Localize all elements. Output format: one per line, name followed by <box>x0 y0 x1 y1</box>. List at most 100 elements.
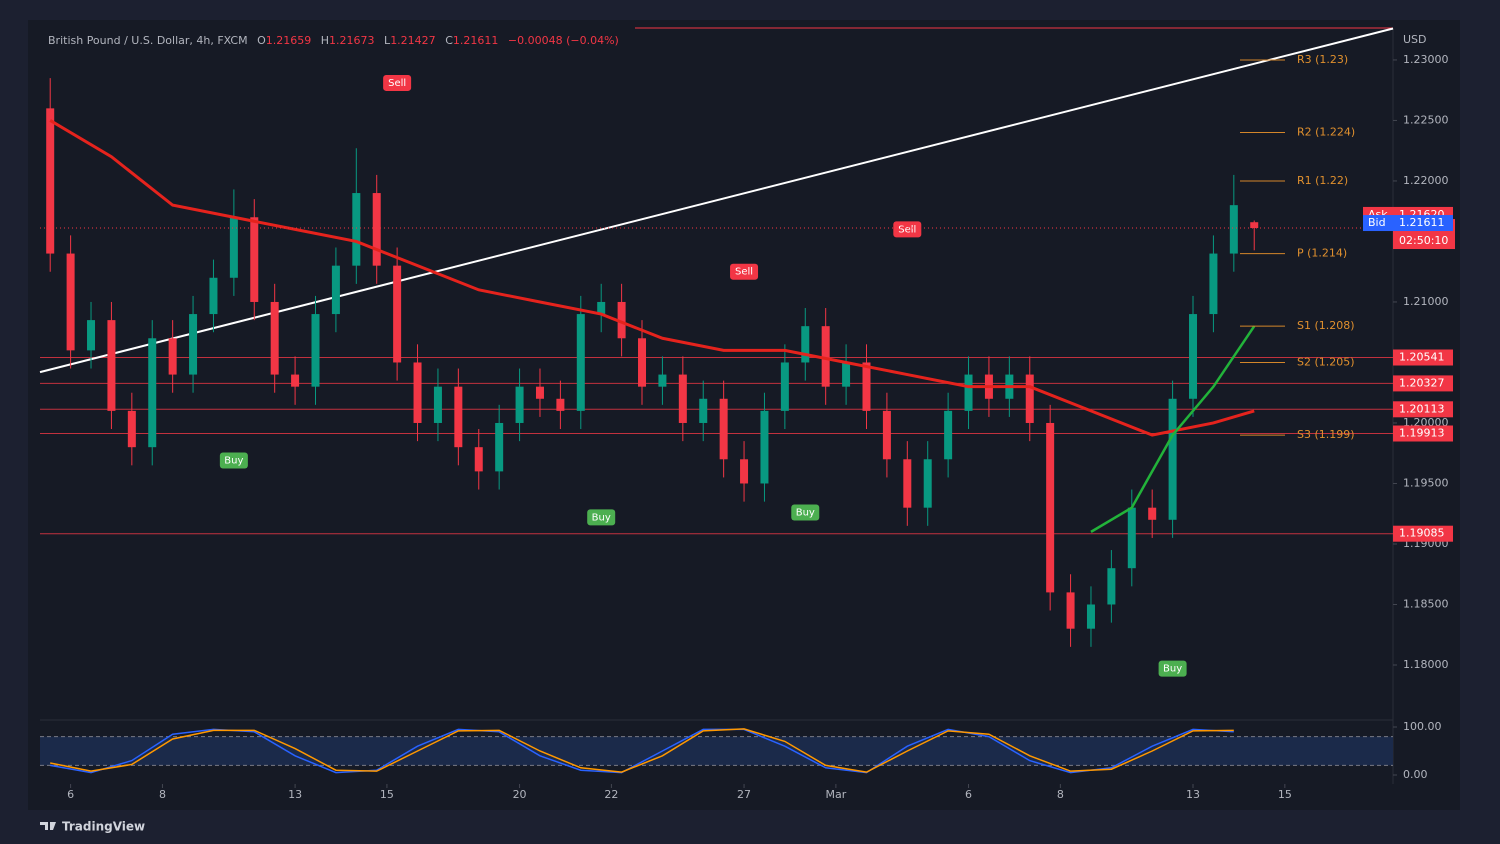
chart-panel <box>28 20 1460 810</box>
ohlc-value: 1.21673 <box>329 34 375 47</box>
candle-body <box>862 362 871 411</box>
level-badge <box>1393 425 1453 442</box>
y-tick-label: 1.21000 <box>1403 295 1449 308</box>
pivot-label: S1 (1.208) <box>1297 319 1355 332</box>
candle-body <box>189 314 198 375</box>
candle-body <box>699 398 708 423</box>
level-label: 1.19085 <box>1399 527 1445 540</box>
x-tick-label: 20 <box>513 788 527 801</box>
x-tick-label: 22 <box>604 788 618 801</box>
ohlc-value: 1.21659 <box>266 34 312 47</box>
osc-band <box>40 736 1393 766</box>
candle-body <box>515 386 524 423</box>
candle-body <box>372 193 381 266</box>
candle-body <box>87 320 96 351</box>
signal-badge <box>1158 660 1187 677</box>
candle-body <box>1086 604 1095 629</box>
ohlc-key: H <box>321 34 329 47</box>
x-tick-label: 6 <box>965 788 972 801</box>
pivot-label: P (1.214) <box>1297 247 1347 260</box>
candle-body <box>903 459 912 508</box>
signal-badge <box>730 263 759 280</box>
ohlc-value: 1.21427 <box>390 34 436 47</box>
osc-line <box>50 728 1234 773</box>
candle-body <box>66 253 75 351</box>
plot: 1.180001.185001.190001.195001.200001.205… <box>39 27 1455 801</box>
trend-line <box>39 27 1394 374</box>
moving-average <box>49 119 1255 437</box>
x-tick-label: 8 <box>1057 788 1064 801</box>
candle-body <box>923 459 932 508</box>
candle-body <box>617 301 626 339</box>
x-tick-label: 13 <box>288 788 302 801</box>
candle-body <box>393 265 402 363</box>
symbol-title: British Pound / U.S. Dollar, 4h, FXCM <box>48 34 248 47</box>
x-tick-label: 27 <box>737 788 751 801</box>
ohlc-key: C <box>445 34 453 47</box>
signal-label: Buy <box>796 508 815 519</box>
candle-body <box>495 422 504 472</box>
signal-label: Sell <box>898 224 916 235</box>
candle-body <box>352 193 361 266</box>
candle-body <box>291 374 300 387</box>
candle-body <box>1046 422 1055 593</box>
signal-label: Sell <box>735 267 753 278</box>
x-tick-label: Mar <box>825 788 846 801</box>
candle-body <box>1025 374 1034 423</box>
y-tick-label: 1.22500 <box>1403 113 1449 126</box>
y-tick-label: 1.23000 <box>1403 53 1449 66</box>
candle-body <box>148 338 157 448</box>
brand: TradingView <box>62 820 145 834</box>
y-tick-label: 1.18500 <box>1403 597 1449 610</box>
brand-logo <box>40 822 56 830</box>
candle-body <box>576 314 585 411</box>
fast-average <box>1090 325 1256 533</box>
candle-body <box>882 410 891 460</box>
signal-label: Buy <box>224 455 243 466</box>
signal-badge <box>791 504 820 521</box>
signal-badge <box>587 509 616 526</box>
pivot-label: R2 (1.224) <box>1297 126 1355 139</box>
candle-body <box>1229 205 1238 254</box>
ohlc-key: O <box>257 34 266 47</box>
level-label: 1.20541 <box>1399 351 1445 364</box>
bid-label: 1.21611 <box>1399 216 1445 229</box>
level-badge <box>1393 525 1453 542</box>
bid-key: Bid <box>1368 216 1386 229</box>
y-tick-label: 1.19500 <box>1403 476 1449 489</box>
candle-body <box>46 108 55 254</box>
candle-body <box>821 326 830 387</box>
signal-badge <box>893 221 922 238</box>
x-tick-label: 15 <box>1278 788 1292 801</box>
bid-badge <box>1393 215 1453 232</box>
candle-body <box>964 374 973 411</box>
level-label: 1.20327 <box>1399 376 1445 389</box>
level-badge <box>1393 349 1453 366</box>
level-badge <box>1393 375 1453 392</box>
candle-body <box>1066 592 1075 629</box>
x-tick-label: 13 <box>1186 788 1200 801</box>
candle-body <box>658 374 667 387</box>
candle-body <box>1209 253 1218 315</box>
candle-body <box>780 362 789 411</box>
candle-body <box>719 398 728 460</box>
candle-body <box>209 277 218 315</box>
candle-body <box>250 217 259 302</box>
x-tick-label: 6 <box>67 788 74 801</box>
candle-body <box>433 386 442 423</box>
candle-body <box>801 326 810 363</box>
level-badge <box>1393 401 1453 418</box>
header: British Pound / U.S. Dollar, 4h, FXCM O1… <box>48 34 619 47</box>
candle-body <box>127 410 136 448</box>
candle-body <box>1250 222 1259 229</box>
candle-body <box>270 301 279 375</box>
candle-body <box>454 386 463 448</box>
osc-tick-label: 100.00 <box>1403 720 1442 733</box>
countdown: 02:50:10 <box>1399 234 1448 247</box>
x-tick-label: 8 <box>159 788 166 801</box>
ohlc-key: L <box>384 34 391 47</box>
pivot-label: R1 (1.22) <box>1297 174 1348 187</box>
candle-body <box>229 217 238 278</box>
